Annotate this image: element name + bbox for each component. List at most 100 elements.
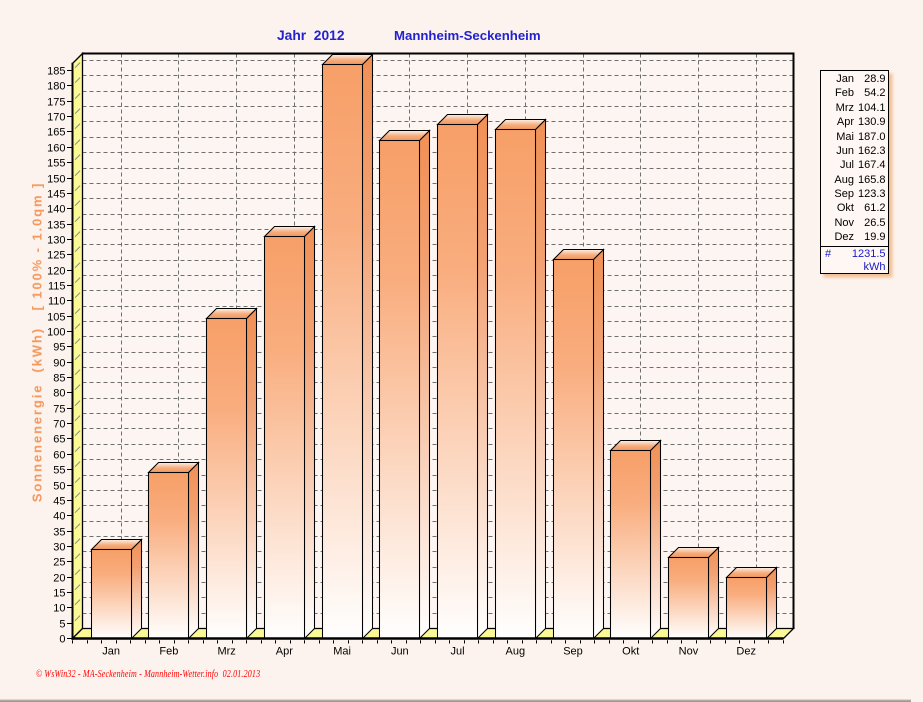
table-row: Jul 167.4 bbox=[821, 158, 888, 172]
bar-side-face bbox=[187, 461, 200, 640]
table-row-month: Aug bbox=[834, 173, 854, 186]
chart-title-year: Jahr 2012 bbox=[277, 28, 345, 43]
chart-title-station: Mannheim-Seckenheim bbox=[394, 28, 541, 43]
y-tick-label: 20 bbox=[53, 572, 65, 584]
table-divider bbox=[821, 246, 888, 247]
chart-3d-wall bbox=[71, 51, 84, 641]
y-tick-label: 100 bbox=[47, 326, 65, 338]
y-tick-label: 65 bbox=[53, 433, 65, 445]
month-label: Nov bbox=[679, 646, 699, 658]
table-row-month: Okt bbox=[836, 202, 854, 215]
y-tick-labels: 0 5 10 15 20 25 30 35 40 45 50 55 60 65 70 75 80 85 90 95 10… bbox=[47, 65, 65, 645]
table-row-month: Apr bbox=[836, 116, 854, 129]
bar-Okt bbox=[609, 439, 662, 640]
table-row: Aug 165.8 bbox=[821, 173, 888, 187]
y-tick-label: 80 bbox=[53, 387, 65, 399]
table-row-month: Jul bbox=[839, 159, 854, 172]
bar-side-face bbox=[534, 118, 547, 640]
y-tick-label: 85 bbox=[53, 372, 65, 384]
table-row: Okt 61.2 bbox=[821, 201, 888, 215]
bar-side-face bbox=[592, 248, 605, 640]
y-tick-label: 180 bbox=[47, 80, 65, 92]
month-label: Sep bbox=[563, 646, 583, 658]
bar-Jul bbox=[436, 113, 489, 640]
table-row: Nov 26.5 bbox=[821, 216, 888, 230]
bars bbox=[90, 53, 778, 640]
bar-side-face bbox=[476, 113, 489, 640]
bar-front-face bbox=[494, 128, 537, 640]
y-tick-label: 115 bbox=[48, 280, 66, 292]
total-hash-label: # bbox=[825, 248, 832, 260]
bar-Apr bbox=[263, 225, 316, 640]
y-tick-label: 150 bbox=[47, 173, 65, 185]
footer-credit: © WsWin32 - MA-Seckenheim - Mannheim-Wet… bbox=[36, 669, 261, 680]
bar-Dez bbox=[725, 566, 778, 640]
table-row-month: Dez bbox=[834, 231, 854, 244]
y-tick-label: 110 bbox=[48, 295, 66, 307]
y-tick-label: 145 bbox=[47, 188, 65, 200]
y-tick-label: 135 bbox=[47, 219, 65, 231]
table-row-month: Jun bbox=[836, 144, 854, 157]
y-tick-label: 95 bbox=[53, 341, 65, 353]
y-tick-label: 125 bbox=[47, 249, 65, 261]
bar-front-face bbox=[725, 576, 768, 640]
bar-side-face bbox=[361, 53, 374, 640]
table-row-value: 130.9 bbox=[857, 116, 886, 129]
table-row-value: 28.9 bbox=[864, 73, 886, 85]
table-row-month: Jan bbox=[836, 73, 854, 85]
y-tick-label: 15 bbox=[53, 587, 65, 599]
monthly-values-rows: Jan 28.9 Feb 54.2 Mrz 104.1 Apr 130.9 Mai 187.0 Ju… bbox=[821, 72, 888, 245]
bar-front-face bbox=[436, 123, 479, 640]
y-tick-label: 10 bbox=[53, 602, 65, 614]
wall-hatches bbox=[74, 62, 81, 622]
y-ticks bbox=[67, 70, 72, 639]
table-row-value: 19.9 bbox=[864, 231, 886, 244]
month-label: Jun bbox=[391, 646, 409, 658]
table-row-month: Mrz bbox=[835, 101, 854, 114]
table-row-value: 187.0 bbox=[857, 130, 886, 143]
y-tick-label: 40 bbox=[53, 510, 65, 522]
table-row: Dez 19.9 bbox=[821, 230, 888, 244]
bar-front-face bbox=[321, 63, 364, 640]
x-ticks bbox=[72, 640, 784, 644]
total-value: 1231.5 bbox=[851, 248, 886, 260]
table-row-value: 162.3 bbox=[857, 144, 886, 157]
table-row-value: 104.1 bbox=[857, 101, 886, 114]
table-row-value: 26.5 bbox=[864, 216, 886, 229]
table-row-value: 123.3 bbox=[857, 188, 886, 200]
y-tick-label: 45 bbox=[53, 495, 65, 507]
bar-front-face bbox=[90, 548, 133, 640]
table-row: Sep 123.3 bbox=[821, 187, 888, 201]
month-label: Jan bbox=[102, 646, 120, 658]
bar-Feb bbox=[147, 461, 200, 640]
y-tick-label: 185 bbox=[47, 65, 65, 77]
y-tick-label: 75 bbox=[53, 403, 65, 415]
y-tick-label: 105 bbox=[47, 311, 65, 323]
bar-side-face bbox=[707, 546, 720, 640]
bar-front-face bbox=[263, 235, 306, 640]
y-tick-label: 155 bbox=[47, 157, 65, 169]
bar-Mrz bbox=[205, 307, 258, 640]
month-labels: Jan Feb Mrz Apr Mai Jun Jul Aug Sep Okt Nov Dez bbox=[102, 646, 756, 658]
y-tick-label: 25 bbox=[53, 556, 65, 568]
table-row-value: 54.2 bbox=[864, 87, 886, 100]
table-row: Feb 54.2 bbox=[821, 86, 888, 100]
bar-Jan bbox=[90, 538, 143, 640]
y-tick-label: 140 bbox=[47, 203, 65, 215]
y-tick-label: 70 bbox=[53, 418, 65, 430]
bar-Jun bbox=[378, 129, 431, 640]
month-label: Dez bbox=[736, 646, 756, 658]
bar-Mai bbox=[321, 53, 374, 640]
total-unit: kWh bbox=[863, 261, 886, 273]
y-tick-label: 55 bbox=[53, 464, 65, 476]
y-tick-label: 0 bbox=[59, 633, 65, 645]
bar-side-face bbox=[765, 566, 778, 640]
y-tick-label: 30 bbox=[53, 541, 65, 553]
table-row-value: 165.8 bbox=[857, 173, 886, 186]
table-row-month: Feb bbox=[835, 87, 854, 100]
bar-side-face bbox=[130, 538, 143, 640]
month-label: Mrz bbox=[217, 646, 235, 658]
y-tick-label: 130 bbox=[47, 234, 65, 246]
